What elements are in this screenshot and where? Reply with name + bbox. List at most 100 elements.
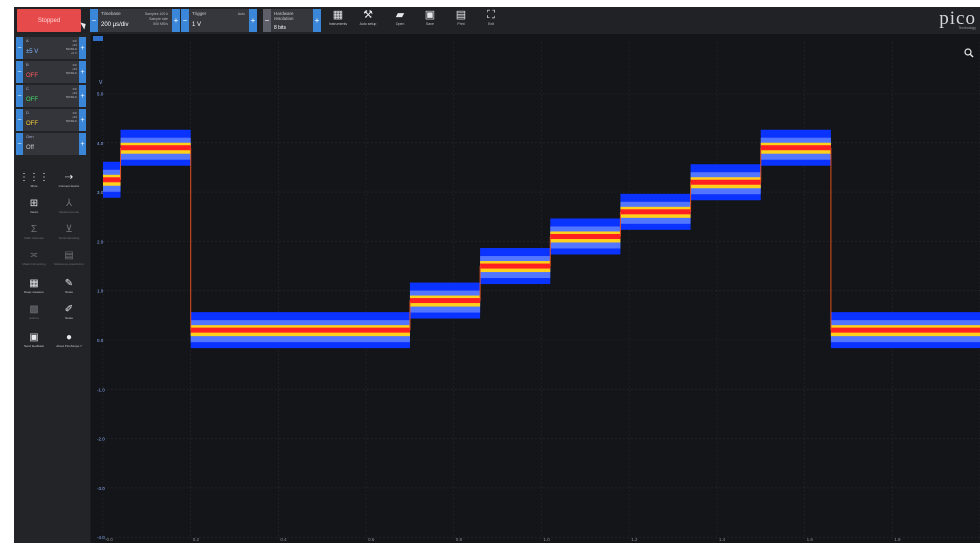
- scope-graph[interactable]: 5.0 4.0 3.0 2.0 1.0 0.0 -1.0 -2.0 -3.0 -4.0 -0.0 0…: [91, 34, 980, 543]
- y-tick-label: 2.0: [97, 239, 104, 244]
- open-button[interactable]: ▰ Open: [387, 9, 413, 32]
- y-tick-label: 5.0: [97, 92, 104, 97]
- trace-segment: [409, 282, 481, 319]
- pico-logo: pico: [939, 8, 976, 29]
- sidebar-item-views[interactable]: ⊞ Views: [17, 198, 51, 220]
- x-tick-label: 1.6: [807, 537, 814, 542]
- grid-icon: ⋮⋮⋮: [19, 172, 49, 183]
- x-tick-label: 1.4: [719, 537, 726, 542]
- sidebar-item-notes-2[interactable]: ✐ Notes: [52, 304, 86, 326]
- y-tick-label: -1.0: [97, 387, 105, 392]
- print-button[interactable]: ▤ Print: [448, 9, 474, 32]
- channel-c-value: OFF: [26, 97, 38, 103]
- timebase-increase-button[interactable]: +: [172, 9, 180, 32]
- generator-value: Off: [26, 145, 34, 151]
- resolution-control[interactable]: − Hardware resolution 8 bits +: [263, 9, 321, 32]
- sidebar-item-actions[interactable]: ▩ Actions: [17, 304, 51, 326]
- trace-segment: [120, 129, 191, 166]
- x-tick-label: 0.8: [456, 537, 463, 542]
- sidebar-item-math-channels[interactable]: Σ Math channels: [17, 224, 51, 246]
- y-tick-label: 3.0: [97, 190, 104, 195]
- generator-increase-button[interactable]: +: [79, 133, 86, 155]
- sidebar: − A ±5 V DC x10 500MHz +0 V + − B OFF DC x10…: [14, 34, 90, 543]
- channel-a-scale-marker[interactable]: [93, 36, 103, 41]
- x-tick-label: 0.4: [280, 537, 287, 542]
- timebase-control[interactable]: − Timebase 200 µs/div Samples 100 k Samp…: [90, 9, 180, 32]
- sidebar-item-deep-measure[interactable]: ▦ Deep measure: [17, 278, 51, 300]
- actions-icon: ▩: [29, 304, 39, 315]
- channel-b-control[interactable]: − B OFF DC x10 500MHz +: [16, 61, 86, 83]
- save-button[interactable]: ▣ Save: [417, 9, 443, 32]
- y-tick-label: -3.0: [97, 486, 105, 491]
- x-tick-label: -0.0: [105, 537, 113, 542]
- x-tick-label: 0.2: [193, 537, 200, 542]
- trigger-label: Trigger: [192, 11, 207, 16]
- channel-c-control[interactable]: − C OFF DC x10 500MHz +: [16, 85, 86, 107]
- resolution-increase-button[interactable]: +: [313, 9, 321, 32]
- folder-icon: ▰: [395, 9, 405, 21]
- views-icon: ⊞: [29, 198, 39, 209]
- channel-a-control[interactable]: − A ±5 V DC x10 500MHz +0 V +: [16, 37, 86, 59]
- y-tick-label: 1.0: [97, 289, 104, 294]
- trigger-value: 1 V: [192, 22, 202, 28]
- channel-d-control[interactable]: − D OFF DC x10 500MHz +: [16, 109, 86, 131]
- auto-setup-button[interactable]: ⚒ Auto setup: [355, 9, 381, 32]
- reference-icon: ▤: [64, 250, 74, 261]
- y-axis: 5.0 4.0 3.0 2.0 1.0 0.0 -1.0 -2.0 -3.0 -4.0: [97, 92, 105, 541]
- channel-a-decrease-button[interactable]: −: [16, 37, 23, 59]
- trace-segment: [480, 248, 551, 285]
- channel-d-increase-button[interactable]: +: [79, 109, 86, 131]
- resolution-decrease-button[interactable]: −: [263, 9, 271, 32]
- generator-decrease-button[interactable]: −: [16, 133, 23, 155]
- channel-c-name: C: [26, 86, 29, 91]
- mask-icon: ≍: [29, 250, 39, 261]
- mouse-cursor-icon: [80, 20, 88, 30]
- channel-a-value: ±5 V: [26, 49, 39, 55]
- trace-segment: [190, 312, 410, 349]
- sigma-icon: Σ: [30, 224, 38, 235]
- generator-control[interactable]: − Gen Off +: [16, 133, 86, 155]
- y-tick-label: 0.0: [97, 338, 104, 343]
- trigger-increase-button[interactable]: +: [249, 9, 257, 32]
- sidebar-item-serial-decoding[interactable]: ⊻ Serial decoding: [52, 224, 86, 246]
- channel-c-decrease-button[interactable]: −: [16, 85, 23, 107]
- measure-icon: ⅄: [65, 198, 73, 209]
- sidebar-item-more[interactable]: ⋮⋮⋮ More: [19, 172, 49, 188]
- zoom-icon[interactable]: [964, 48, 974, 58]
- trace-segment: [103, 161, 121, 198]
- sidebar-item-connect-device[interactable]: ⇢ Connect device: [52, 172, 86, 194]
- instruments-button[interactable]: ▦ Instruments: [325, 9, 351, 32]
- sidebar-item-mask-limit[interactable]: ≍ Mask limit testing: [17, 250, 51, 272]
- y-unit-label: V: [99, 80, 103, 86]
- x-tick-label: 0.6: [368, 537, 375, 542]
- pencil-icon: ✎: [64, 278, 74, 289]
- sidebar-item-measurements[interactable]: ⅄ Measurements: [52, 198, 86, 220]
- exit-button[interactable]: ⛶ Exit: [478, 9, 504, 32]
- channel-b-decrease-button[interactable]: −: [16, 61, 23, 83]
- channel-b-name: B: [26, 62, 29, 67]
- picoscope-window: Stopped − Timebase 200 µs/div Samples 10…: [14, 7, 980, 543]
- timebase-label: Timebase: [101, 11, 121, 16]
- sidebar-item-about[interactable]: ● About PicoScope 7: [52, 332, 86, 354]
- channel-d-value: OFF: [26, 121, 38, 127]
- x-tick-label: 1.2: [631, 537, 638, 542]
- channel-b-increase-button[interactable]: +: [79, 61, 86, 83]
- scope-plot[interactable]: 5.0 4.0 3.0 2.0 1.0 0.0 -1.0 -2.0 -3.0 -4.0 -0.0 0…: [91, 34, 980, 543]
- sidebar-item-send-feedback[interactable]: ▣ Send feedback: [17, 332, 51, 354]
- trigger-control[interactable]: − Trigger 1 V Auto +: [181, 9, 257, 32]
- trigger-decrease-button[interactable]: −: [181, 9, 189, 32]
- pico-logo-sub: Technology: [958, 26, 976, 30]
- x-tick-label: 1.8: [894, 537, 901, 542]
- run-stop-button[interactable]: Stopped: [17, 9, 81, 32]
- timebase-decrease-button[interactable]: −: [90, 9, 98, 32]
- channel-d-decrease-button[interactable]: −: [16, 109, 23, 131]
- sidebar-item-notes[interactable]: ✎ Notes: [52, 278, 86, 300]
- x-tick-label: 1.0: [544, 537, 551, 542]
- channel-c-increase-button[interactable]: +: [79, 85, 86, 107]
- usb-icon: ⇢: [64, 172, 74, 183]
- channel-a-increase-button[interactable]: +: [79, 37, 86, 59]
- sidebar-item-reference-waveforms[interactable]: ▤ Reference waveforms: [52, 250, 86, 272]
- trace-segment: [550, 218, 621, 255]
- x-axis: -0.00.20.40.60.81.01.21.41.61.82.0: [105, 537, 901, 542]
- trace-segment: [620, 193, 691, 230]
